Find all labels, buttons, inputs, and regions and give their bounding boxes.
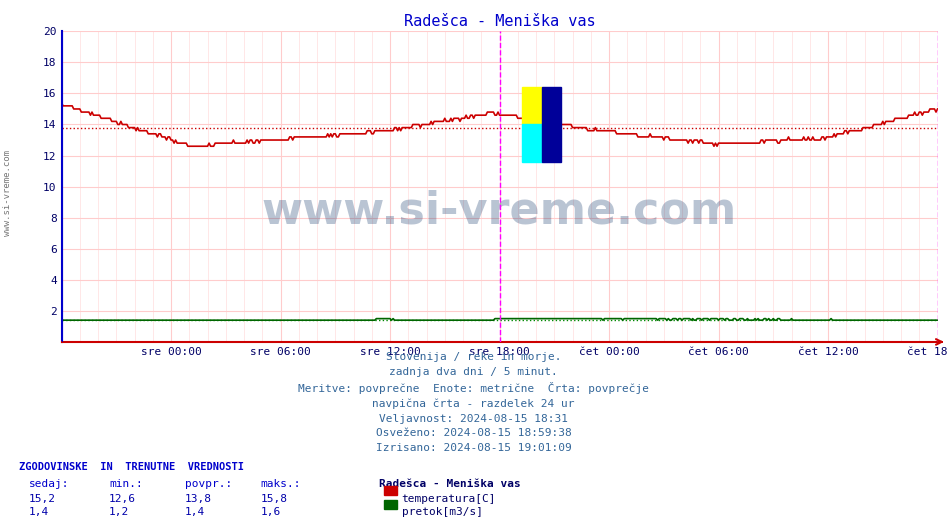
Bar: [523, 125, 542, 162]
Text: 1,2: 1,2: [109, 507, 129, 517]
Text: 13,8: 13,8: [185, 494, 212, 504]
Bar: [523, 87, 542, 125]
Text: www.si-vreme.com: www.si-vreme.com: [3, 150, 12, 236]
Text: 12,6: 12,6: [109, 494, 136, 504]
Text: temperatura[C]: temperatura[C]: [402, 494, 496, 504]
Text: sedaj:: sedaj:: [28, 479, 69, 489]
Text: pretok[m3/s]: pretok[m3/s]: [402, 507, 483, 517]
Text: povpr.:: povpr.:: [185, 479, 232, 489]
Text: 1,4: 1,4: [185, 507, 205, 517]
Text: 15,2: 15,2: [28, 494, 56, 504]
Text: www.si-vreme.com: www.si-vreme.com: [262, 190, 737, 233]
Text: maks.:: maks.:: [260, 479, 301, 489]
Text: 15,8: 15,8: [260, 494, 288, 504]
Text: Slovenija / reke in morje.
zadnja dva dni / 5 minut.
Meritve: povprečne  Enote: : Slovenija / reke in morje. zadnja dva dn…: [298, 352, 649, 453]
Text: min.:: min.:: [109, 479, 143, 489]
Text: 1,6: 1,6: [260, 507, 280, 517]
Bar: [542, 87, 561, 162]
Text: Radešca - Meniška vas: Radešca - Meniška vas: [379, 479, 521, 489]
Text: 1,4: 1,4: [28, 507, 48, 517]
Text: ZGODOVINSKE  IN  TRENUTNE  VREDNOSTI: ZGODOVINSKE IN TRENUTNE VREDNOSTI: [19, 462, 244, 472]
Title: Radešca - Meniška vas: Radešca - Meniška vas: [403, 14, 596, 29]
